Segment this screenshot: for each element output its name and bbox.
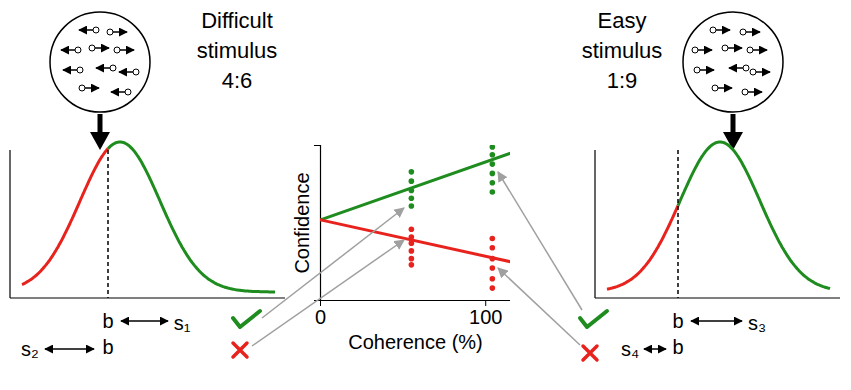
svg-text:4:6: 4:6 — [222, 68, 253, 93]
svg-text:b: b — [672, 310, 683, 332]
svg-text:b: b — [102, 310, 113, 332]
svg-text:Difficult: Difficult — [201, 8, 273, 33]
svg-text:stimulus: stimulus — [197, 38, 278, 63]
svg-text:s₂: s₂ — [21, 338, 39, 360]
svg-text:b: b — [102, 336, 113, 358]
svg-text:1:9: 1:9 — [607, 68, 638, 93]
svg-text:0: 0 — [315, 306, 326, 328]
svg-text:Easy: Easy — [598, 8, 647, 33]
svg-text:b: b — [672, 336, 683, 358]
svg-text:100: 100 — [469, 306, 502, 328]
svg-text:s₁: s₁ — [174, 312, 191, 334]
svg-text:Coherence (%): Coherence (%) — [348, 331, 483, 353]
svg-text:s₃: s₃ — [748, 312, 766, 334]
svg-text:stimulus: stimulus — [582, 38, 663, 63]
svg-text:Confidence: Confidence — [291, 172, 313, 273]
svg-text:s₄: s₄ — [621, 338, 639, 360]
